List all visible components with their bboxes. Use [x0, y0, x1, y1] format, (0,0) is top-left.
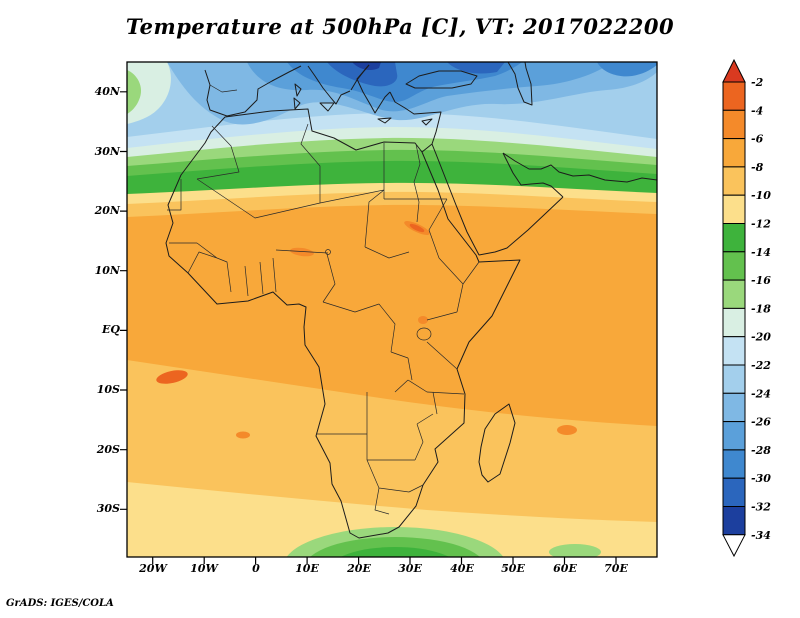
- colorbar-label: -30: [751, 472, 771, 485]
- y-tick-label: 40N: [94, 85, 120, 98]
- iberia-coastline: [204, 65, 302, 117]
- warm-spot: [418, 316, 428, 324]
- africa-coastline: [165, 108, 521, 539]
- colorbar-labels: -2 -4 -6 -8 -10 -12 -14 -16 -18 -20 -22 …: [751, 76, 771, 542]
- warm-spot: [156, 370, 188, 384]
- x-tick-label: 60E: [553, 562, 577, 575]
- south-green-smudge: [549, 544, 601, 557]
- colorbar-cell: [722, 166, 746, 196]
- cold-core: [447, 62, 505, 74]
- colorbar-label: -26: [751, 416, 771, 429]
- black-sea-coastline: [405, 70, 478, 89]
- greece-turkey-coastline: [356, 64, 442, 145]
- x-tick-label: 30E: [398, 562, 422, 575]
- colorbar-label: -12: [751, 218, 771, 231]
- cold-blob: [597, 62, 657, 77]
- cold-core: [352, 62, 381, 70]
- x-tick-label: 10E: [295, 562, 319, 575]
- y-tick-label: EQ: [102, 323, 120, 336]
- x-tick-label: 70E: [604, 562, 628, 575]
- crete-coastline: [377, 117, 392, 124]
- colorbar-cell: [722, 477, 746, 508]
- x-tick-label: 10W: [190, 562, 218, 575]
- colorbar-cell: [722, 223, 746, 253]
- colorbar-cell: [722, 81, 746, 111]
- colorbar-cell: [722, 449, 746, 479]
- coastlines: [165, 62, 657, 539]
- lake-tanganyika: [407, 357, 413, 381]
- y-tick-label: 20S: [96, 443, 120, 456]
- colorbar-label: -6: [751, 133, 764, 146]
- sicily-coastline: [319, 102, 335, 112]
- country-borders: [167, 84, 480, 515]
- colorbar-label: -2: [751, 76, 764, 89]
- colorbar-cell: [722, 421, 746, 451]
- colorbar-label: -32: [751, 501, 771, 514]
- nile-river: [413, 143, 421, 223]
- colorbar-cell: [722, 109, 746, 140]
- colorbar-cells: [722, 58, 746, 558]
- warm-spot: [557, 425, 577, 435]
- corner-green-patch: [127, 70, 142, 114]
- colorbar-label: -28: [751, 444, 771, 457]
- border-lines: [209, 84, 434, 515]
- border-lines: [167, 123, 448, 303]
- map-frame: [126, 61, 658, 558]
- lake-victoria: [416, 327, 432, 341]
- warm-spot: [236, 431, 250, 439]
- warm-spot: [409, 223, 425, 233]
- border-lines: [322, 257, 480, 395]
- rivers-lakes: [325, 143, 438, 415]
- y-tick-label: 30N: [94, 145, 120, 158]
- grads-credit: GrADS: IGES/COLA: [6, 598, 114, 609]
- madagascar-coastline: [478, 403, 516, 483]
- colorbar-cell: [722, 251, 746, 281]
- x-tick-label: 50E: [501, 562, 525, 575]
- south-green-pocket: [340, 547, 450, 557]
- corner-pale-patch: [127, 62, 171, 124]
- colorbar-cell: [722, 364, 746, 394]
- colorbar-label: -34: [751, 529, 771, 542]
- colorbar-label: -8: [751, 161, 764, 174]
- map-canvas: [120, 61, 658, 564]
- caspian-coastline: [507, 62, 533, 106]
- y-tick-label: 20N: [94, 204, 120, 217]
- colorbar-label: -24: [751, 387, 771, 400]
- arabia-coastline: [421, 143, 657, 256]
- colorbar-label: -16: [751, 274, 771, 287]
- colorbar: -2 -4 -6 -8 -10 -12 -14 -16 -18 -20 -22 …: [722, 58, 771, 558]
- plot-title: Temperature at 500hPa [C], VT: 201702220…: [125, 14, 675, 39]
- lake-chad: [325, 249, 331, 255]
- x-tick-label: 20W: [139, 562, 167, 575]
- colorbar-label: -20: [751, 331, 771, 344]
- cyprus-coastline: [421, 118, 433, 126]
- colorbar-cell: [722, 279, 746, 309]
- x-tick-label: 0: [252, 562, 260, 575]
- colorbar-arrow-bottom: [722, 534, 746, 558]
- sardinia-coastline: [293, 83, 302, 110]
- temperature-field: [127, 62, 657, 557]
- colorbar-cell: [722, 307, 746, 338]
- colorbar-label: -10: [751, 189, 771, 202]
- axis-ticks: [120, 91, 617, 564]
- colorbar-cell: [722, 138, 746, 168]
- lake-malawi: [432, 391, 438, 415]
- colorbar-label: -4: [751, 104, 763, 117]
- y-tick-label: 10S: [96, 383, 120, 396]
- colorbar-cell: [722, 194, 746, 224]
- colorbar-label: -18: [751, 302, 771, 315]
- x-tick-label: 20E: [347, 562, 371, 575]
- colorbar-cell: [722, 506, 746, 536]
- colorbar-arrow-top: [722, 58, 746, 83]
- colorbar-cell: [722, 336, 746, 366]
- y-tick-label: 30S: [96, 502, 120, 515]
- colorbar-label: -22: [751, 359, 771, 372]
- colorbar-cell: [722, 392, 746, 423]
- south-band: [127, 482, 657, 557]
- warm-spot: [290, 247, 314, 257]
- x-tick-label: 40E: [450, 562, 474, 575]
- y-tick-label: 10N: [94, 264, 120, 277]
- colorbar-label: -14: [751, 246, 771, 259]
